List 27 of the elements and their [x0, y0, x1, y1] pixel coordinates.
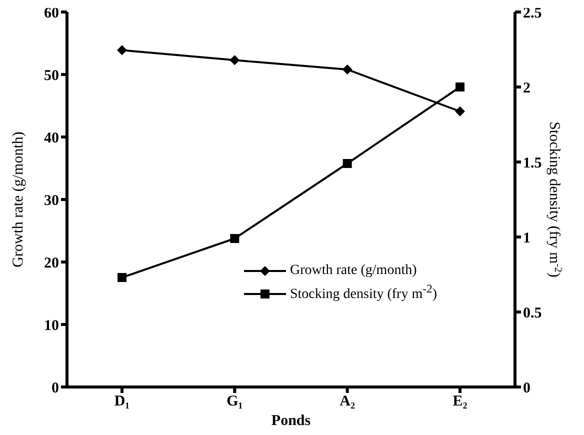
y-tick-label: 40: [44, 130, 59, 146]
legend-label: Stocking density (fry m$^{-2}$): [290, 282, 437, 302]
y-axis-title: Growth rate (g/month): [10, 132, 26, 268]
point: [455, 106, 465, 116]
y-tick-label: 10: [44, 318, 59, 334]
point: [230, 234, 240, 243]
y2-tick-label: 2: [523, 80, 530, 96]
legend-label: Growth rate (g/month): [290, 263, 417, 278]
y-tick-label: 50: [44, 68, 59, 84]
y2-tick-label: 0: [523, 380, 530, 396]
x-tick-label: A₂: [340, 394, 356, 410]
y-tick-label: 0: [52, 380, 59, 396]
y2-tick-label: 0.5: [523, 305, 542, 322]
y-tick-label: 30: [44, 192, 59, 209]
x-tick-label: D₁: [114, 394, 130, 410]
y-tick-label: 20: [44, 255, 59, 272]
y2-tick-label: 1.5: [523, 155, 542, 172]
point: [342, 64, 352, 74]
point: [118, 273, 126, 282]
y2-tick-label: 1: [523, 230, 530, 246]
x-axis-title: Ponds: [271, 413, 311, 429]
point: [456, 82, 464, 92]
x-tick-label: G₁: [226, 394, 243, 410]
point: [117, 45, 127, 56]
point: [342, 159, 352, 168]
point: [230, 55, 240, 66]
x-tick-label: E₂: [452, 394, 468, 410]
